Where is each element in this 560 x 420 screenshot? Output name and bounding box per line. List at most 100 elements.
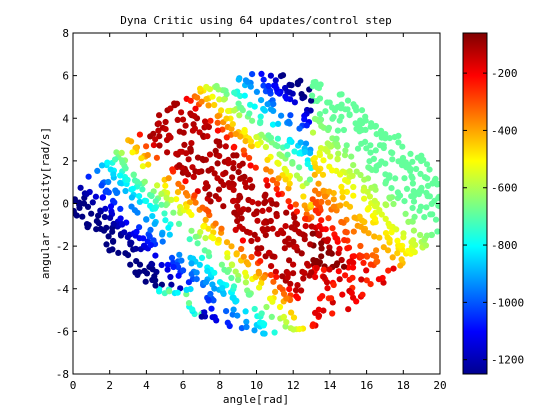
scatter-point [363, 277, 370, 284]
scatter-point [324, 140, 331, 147]
scatter-point [272, 268, 279, 275]
scatter-point [312, 207, 319, 214]
scatter-point [358, 276, 365, 283]
scatter-point [342, 228, 349, 235]
scatter-point [225, 156, 232, 163]
scatter-point [187, 97, 194, 104]
scatter-point [189, 306, 196, 313]
scatter-point [140, 242, 148, 249]
scatter-point [372, 253, 380, 261]
scatter-point [324, 285, 331, 292]
x-tick-label: 6 [180, 379, 187, 392]
scatter-point [245, 206, 252, 213]
scatter-point [274, 159, 281, 166]
scatter-point [238, 245, 245, 253]
scatter-point [159, 238, 166, 245]
scatter-point [264, 182, 271, 189]
colorbar-tick-label: -1200 [491, 354, 524, 367]
scatter-point [155, 120, 162, 127]
scatter-point [269, 177, 276, 184]
scatter-point [187, 145, 194, 152]
scatter-point [349, 172, 356, 179]
scatter-point [136, 224, 143, 231]
scatter-point [229, 261, 236, 269]
scatter-point [194, 240, 201, 247]
scatter-point [73, 196, 78, 203]
scatter-point [380, 142, 387, 149]
scatter-point [259, 320, 266, 327]
scatter-point [397, 242, 404, 249]
scatter-point [312, 78, 319, 86]
scatter-point [224, 319, 231, 326]
scatter-point [350, 253, 358, 260]
scatter-point [300, 193, 307, 200]
scatter-point [343, 188, 350, 195]
scatter-point [278, 152, 285, 159]
scatter-point [230, 165, 237, 172]
scatter-point [264, 101, 271, 108]
scatter-point [214, 160, 221, 167]
scatter-point [168, 196, 175, 203]
scatter-point [134, 178, 141, 185]
scatter-point [235, 100, 242, 107]
scatter-point [164, 266, 171, 273]
scatter-point [211, 170, 218, 177]
scatter-point [235, 169, 242, 176]
scatter-point [174, 116, 181, 123]
scatter-point [301, 116, 308, 123]
scatter-point [170, 209, 177, 216]
scatter-point [159, 231, 166, 238]
x-axis: 0 2 4 6 8 10 12 14 16 18 20 [70, 33, 447, 392]
scatter-point [182, 178, 189, 185]
scatter-point [232, 130, 239, 138]
scatter-point [303, 122, 310, 129]
scatter-point [384, 234, 391, 241]
scatter-point [275, 175, 282, 182]
scatter-point [136, 193, 143, 200]
scatter-point [362, 117, 369, 124]
scatter-point [332, 234, 339, 241]
scatter-point [237, 194, 244, 201]
scatter-point [245, 291, 253, 298]
scatter-point [375, 276, 382, 283]
scatter-point [228, 243, 235, 250]
scatter-point [204, 133, 211, 140]
scatter-point [267, 295, 274, 302]
scatter-point [302, 140, 310, 147]
scatter-point [209, 93, 216, 100]
scatter-point [350, 228, 357, 235]
scatter-point [235, 76, 242, 83]
scatter-point [304, 260, 311, 267]
scatter-point [220, 181, 227, 189]
scatter-point [346, 168, 353, 175]
scatter-point [301, 149, 308, 156]
scatter-point [268, 313, 275, 320]
scatter-point [243, 183, 250, 191]
scatter-point [363, 267, 370, 274]
chart-title: Dyna Critic using 64 updates/control ste… [120, 14, 392, 27]
scatter-point [319, 293, 326, 300]
scatter-point [310, 321, 317, 328]
scatter-point [289, 90, 296, 97]
scatter-point [89, 199, 96, 206]
scatter-point [358, 253, 365, 260]
scatter-point [340, 126, 347, 134]
scatter-point [285, 118, 292, 125]
scatter-point [224, 254, 231, 261]
scatter-point [106, 247, 113, 254]
scatter-point [132, 269, 139, 276]
scatter-point [333, 141, 340, 148]
y-tick-label: -4 [56, 283, 70, 296]
scatter-point [410, 198, 418, 205]
scatter-point [236, 112, 243, 119]
scatter-point [306, 176, 313, 183]
scatter-point [423, 204, 430, 211]
scatter-point [104, 159, 111, 166]
scatter-point [389, 254, 396, 261]
scatter-point [388, 185, 395, 192]
scatter-point [407, 150, 414, 157]
scatter-point [252, 164, 259, 171]
scatter-point [237, 175, 244, 182]
scatter-point [286, 286, 293, 293]
scatter-point [205, 297, 212, 304]
